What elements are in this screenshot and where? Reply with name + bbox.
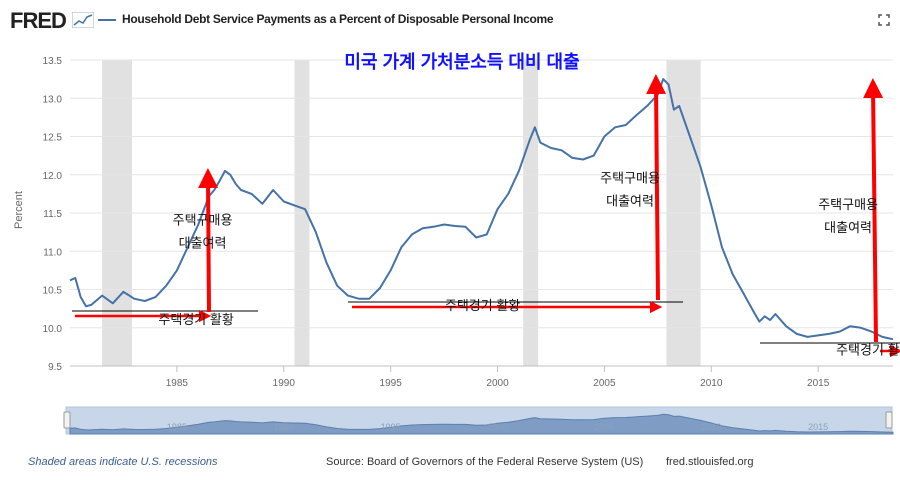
navigator-tick-label: 2015: [808, 422, 828, 432]
x-tick-label: 2010: [700, 378, 723, 389]
source-note: Source: Board of Governors of the Federa…: [326, 456, 644, 468]
y-axis-ticks: 9.5 10.0 10.5 11.0 11.5 12.0 12.5 13.0 13.5: [43, 56, 63, 373]
annotation-label: 주택구매용: [173, 212, 233, 227]
time-navigator: 1985 1990 1995 2000 2005 2010 2015: [63, 406, 894, 435]
recession-note[interactable]: Shaded areas indicate U.S. recessions: [28, 456, 218, 468]
y-tick-label: 10.0: [43, 324, 63, 335]
x-tick-label: 1985: [166, 378, 189, 389]
y-tick-label: 12.0: [43, 171, 63, 182]
y-tick-label: 13.0: [43, 94, 63, 105]
navigator-left-handle[interactable]: [63, 411, 71, 429]
y-tick-label: 13.5: [43, 56, 63, 67]
fred-logo-icon: [72, 12, 94, 28]
x-tick-label: 1995: [380, 378, 403, 389]
annotation-label: 대출여력: [606, 193, 654, 208]
legend-line-icon: [98, 19, 116, 21]
chart-area: 9.5 10.0 10.5 11.0 11.5 12.0 12.5 13.0 13.5 1985…: [13, 52, 900, 435]
annotation-label: 대출여력: [824, 220, 872, 235]
navigator-tick-label: 1985: [167, 422, 187, 432]
navigator-tick-label: 2005: [594, 422, 614, 432]
chart-header: FRED Household Debt Service Payments as …: [0, 0, 900, 40]
x-axis-ticks: 1985 1990 1995 2000 2005 2010 2015: [70, 365, 893, 389]
y-tick-label: 9.5: [48, 362, 62, 373]
vertical-arrow-3: [863, 78, 884, 343]
navigator-series: [69, 413, 894, 435]
y-axis-label: Percent: [13, 191, 25, 229]
y-tick-label: 11.0: [43, 247, 62, 258]
x-tick-label: 2000: [486, 378, 509, 389]
annotation-label: 주택구매용: [818, 197, 878, 212]
annotation-label: 대출여력: [179, 235, 227, 250]
y-tick-label: 11.5: [43, 209, 62, 220]
navigator-tick-label: 1995: [381, 422, 401, 432]
series-line-layer: [69, 78, 894, 341]
annotation-label: 주택경기 활황: [445, 298, 520, 313]
series-title: Household Debt Service Payments as a Per…: [122, 12, 554, 26]
annotation-label: 주택구매용: [600, 170, 660, 185]
series-line: [69, 78, 894, 341]
annotation-label: 주택경기 활황: [836, 343, 900, 358]
y-tick-label: 12.5: [43, 133, 63, 144]
x-tick-label: 1990: [273, 378, 296, 389]
x-tick-label: 2015: [807, 378, 830, 389]
navigator-right-handle[interactable]: [885, 411, 893, 429]
navigator-tick-label: 2010: [701, 422, 721, 432]
navigator-tick-label: 1990: [274, 422, 294, 432]
navigator-tick-label: 2000: [488, 422, 508, 432]
annotation-label: 주택경기 활황: [158, 312, 233, 327]
y-tick-label: 10.5: [43, 286, 63, 297]
x-tick-label: 2005: [593, 378, 616, 389]
expand-icon[interactable]: [878, 14, 890, 26]
vertical-arrow-1: [198, 168, 219, 313]
vertical-arrow-2: [646, 74, 667, 301]
fred-logo[interactable]: FRED: [10, 8, 67, 33]
chart-title: 미국 가계 가처분소득 대비 대출: [344, 52, 579, 72]
site-link[interactable]: fred.stlouisfed.org: [666, 456, 754, 468]
